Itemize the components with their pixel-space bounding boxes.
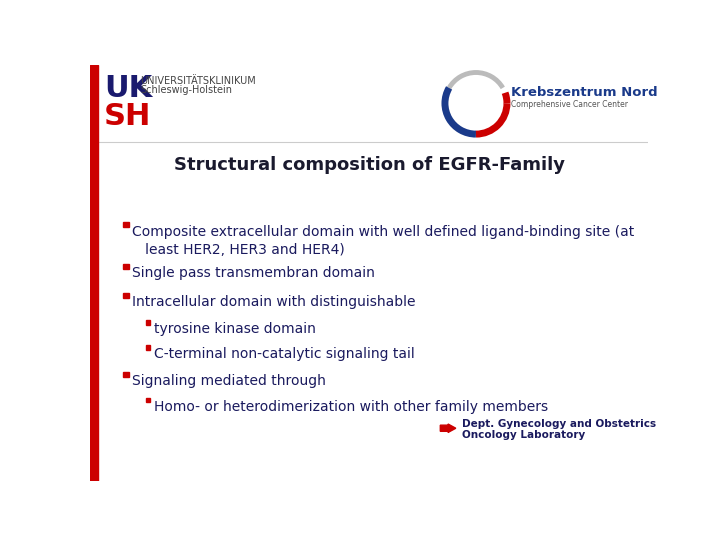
Bar: [124, 372, 129, 377]
Text: UK: UK: [104, 74, 152, 103]
Text: Dept. Gynecology and Obstetrics: Dept. Gynecology and Obstetrics: [462, 420, 656, 429]
Text: Intracellular domain with distinguishable: Intracellular domain with distinguishabl…: [132, 295, 415, 309]
Text: Schleswig-Holstein: Schleswig-Holstein: [140, 85, 233, 95]
Bar: [145, 320, 150, 325]
Bar: [90, 65, 98, 481]
Bar: [145, 345, 150, 349]
Text: Single pass transmembran domain: Single pass transmembran domain: [132, 266, 375, 280]
Text: Signaling mediated through: Signaling mediated through: [132, 374, 326, 388]
Bar: [145, 398, 150, 402]
Text: tyrosine kinase domain: tyrosine kinase domain: [153, 322, 315, 336]
Bar: [124, 293, 129, 298]
Text: Krebszentrum Nord: Krebszentrum Nord: [510, 86, 657, 99]
FancyArrow shape: [441, 424, 456, 433]
Text: Structural composition of EGFR-Family: Structural composition of EGFR-Family: [174, 156, 564, 174]
Bar: [124, 264, 129, 269]
Text: Composite extracellular domain with well defined ligand-binding site (at
   leas: Composite extracellular domain with well…: [132, 225, 634, 257]
Text: Homo- or heterodimerization with other family members: Homo- or heterodimerization with other f…: [153, 400, 548, 414]
Text: Oncology Laboratory: Oncology Laboratory: [462, 430, 585, 440]
Text: UNIVERSITÄTSKLINIKUM: UNIVERSITÄTSKLINIKUM: [140, 76, 256, 85]
Text: Comprehensive Cancer Center: Comprehensive Cancer Center: [510, 100, 628, 109]
Text: SH: SH: [104, 102, 151, 131]
Text: C-terminal non-catalytic signaling tail: C-terminal non-catalytic signaling tail: [153, 347, 414, 361]
Bar: [124, 222, 129, 227]
